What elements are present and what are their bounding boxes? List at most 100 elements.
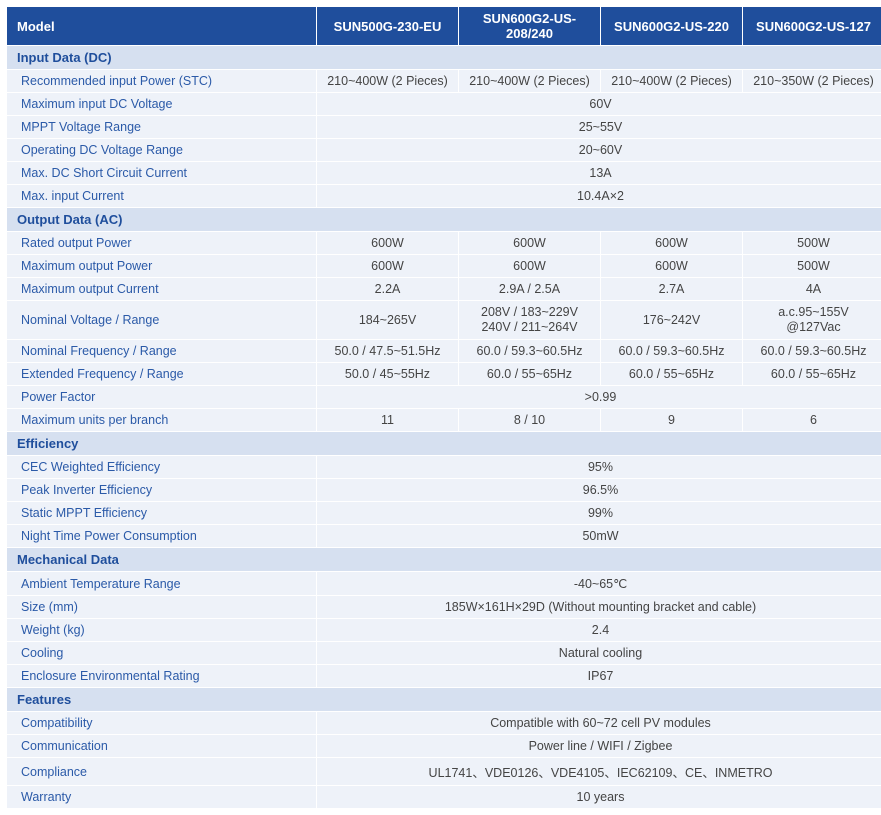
val-2: 210~400W (2 Pieces) — [459, 70, 601, 93]
row-cec-eff: CEC Weighted Efficiency 95% — [7, 456, 881, 479]
section-input: Input Data (DC) — [7, 46, 881, 70]
val-3: 210~400W (2 Pieces) — [601, 70, 743, 93]
val-2: 2.9A / 2.5A — [459, 278, 601, 301]
val-4: 4A — [743, 278, 881, 301]
val-4: 210~350W (2 Pieces) — [743, 70, 881, 93]
row-nom-voltage: Nominal Voltage / Range 184~265V 208V / … — [7, 301, 881, 340]
val-1: 210~400W (2 Pieces) — [317, 70, 459, 93]
val-2: 60.0 / 59.3~60.5Hz — [459, 340, 601, 363]
row-ambient-temp: Ambient Temperature Range -40~65℃ — [7, 572, 881, 596]
row-rec-input-power: Recommended input Power (STC) 210~400W (… — [7, 70, 881, 93]
section-efficiency: Efficiency — [7, 432, 881, 456]
merged-val: Compatible with 60~72 cell PV modules — [317, 712, 881, 735]
label: Nominal Voltage / Range — [7, 301, 317, 340]
val-3: 600W — [601, 232, 743, 255]
merged-val: 99% — [317, 502, 881, 525]
row-max-units: Maximum units per branch 11 8 / 10 9 6 — [7, 409, 881, 432]
val-1: 50.0 / 45~55Hz — [317, 363, 459, 386]
label: Maximum input DC Voltage — [7, 93, 317, 116]
label: Max. DC Short Circuit Current — [7, 162, 317, 185]
header-col-4: SUN600G2-US-127 — [743, 7, 881, 46]
label: Rated output Power — [7, 232, 317, 255]
label: Static MPPT Efficiency — [7, 502, 317, 525]
row-max-dc-short: Max. DC Short Circuit Current 13A — [7, 162, 881, 185]
val-3: 60.0 / 55~65Hz — [601, 363, 743, 386]
label: Maximum output Current — [7, 278, 317, 301]
val-3: 60.0 / 59.3~60.5Hz — [601, 340, 743, 363]
row-cooling: Cooling Natural cooling — [7, 642, 881, 665]
val-4: 500W — [743, 255, 881, 278]
val-4: 6 — [743, 409, 881, 432]
header-row: Model SUN500G-230-EU SUN600G2-US-208/240… — [7, 7, 881, 46]
row-compliance: Compliance UL1741、VDE0126、VDE4105、IEC621… — [7, 758, 881, 786]
merged-val: 25~55V — [317, 116, 881, 139]
merged-val: -40~65℃ — [317, 572, 881, 596]
row-nom-freq: Nominal Frequency / Range 50.0 / 47.5~51… — [7, 340, 881, 363]
section-output: Output Data (AC) — [7, 208, 881, 232]
label: Power Factor — [7, 386, 317, 409]
val-2: 8 / 10 — [459, 409, 601, 432]
val-2: 60.0 / 55~65Hz — [459, 363, 601, 386]
merged-val: Natural cooling — [317, 642, 881, 665]
label: Recommended input Power (STC) — [7, 70, 317, 93]
label: Enclosure Environmental Rating — [7, 665, 317, 688]
label: Maximum output Power — [7, 255, 317, 278]
label: Operating DC Voltage Range — [7, 139, 317, 162]
row-max-out-power: Maximum output Power 600W 600W 600W 500W — [7, 255, 881, 278]
merged-val: >0.99 — [317, 386, 881, 409]
label: Ambient Temperature Range — [7, 572, 317, 596]
val-1: 50.0 / 47.5~51.5Hz — [317, 340, 459, 363]
row-rated-out-power: Rated output Power 600W 600W 600W 500W — [7, 232, 881, 255]
header-col-2: SUN600G2-US-208/240 — [459, 7, 601, 46]
row-size: Size (mm) 185W×161H×29D (Without mountin… — [7, 596, 881, 619]
row-static-mppt: Static MPPT Efficiency 99% — [7, 502, 881, 525]
row-night-power: Night Time Power Consumption 50mW — [7, 525, 881, 548]
row-compat: Compatibility Compatible with 60~72 cell… — [7, 712, 881, 735]
row-weight: Weight (kg) 2.4 — [7, 619, 881, 642]
val-3: 9 — [601, 409, 743, 432]
row-power-factor: Power Factor >0.99 — [7, 386, 881, 409]
label: Communication — [7, 735, 317, 758]
val-1: 600W — [317, 232, 459, 255]
val-2: 600W — [459, 232, 601, 255]
label: Peak Inverter Efficiency — [7, 479, 317, 502]
header-model: Model — [7, 7, 317, 46]
val-1: 2.2A — [317, 278, 459, 301]
row-warranty: Warranty 10 years — [7, 786, 881, 809]
label: Weight (kg) — [7, 619, 317, 642]
merged-val: 60V — [317, 93, 881, 116]
val-4: a.c.95~155V@127Vac — [743, 301, 881, 340]
label: Night Time Power Consumption — [7, 525, 317, 548]
row-enclosure: Enclosure Environmental Rating IP67 — [7, 665, 881, 688]
spec-table: Model SUN500G-230-EU SUN600G2-US-208/240… — [6, 6, 881, 809]
section-output-label: Output Data (AC) — [7, 208, 881, 232]
val-3: 2.7A — [601, 278, 743, 301]
merged-val: 95% — [317, 456, 881, 479]
row-ext-freq: Extended Frequency / Range 50.0 / 45~55H… — [7, 363, 881, 386]
merged-val: 10.4A×2 — [317, 185, 881, 208]
val-2: 208V / 183~229V240V / 211~264V — [459, 301, 601, 340]
section-feat-label: Features — [7, 688, 881, 712]
merged-val: 2.4 — [317, 619, 881, 642]
val-1: 184~265V — [317, 301, 459, 340]
header-col-3: SUN600G2-US-220 — [601, 7, 743, 46]
row-op-dc-range: Operating DC Voltage Range 20~60V — [7, 139, 881, 162]
label: Cooling — [7, 642, 317, 665]
label: Compliance — [7, 758, 317, 786]
val-4: 60.0 / 59.3~60.5Hz — [743, 340, 881, 363]
label: Nominal Frequency / Range — [7, 340, 317, 363]
label: Extended Frequency / Range — [7, 363, 317, 386]
merged-val: 50mW — [317, 525, 881, 548]
merged-val: UL1741、VDE0126、VDE4105、IEC62109、CE、INMET… — [317, 758, 881, 786]
label: Compatibility — [7, 712, 317, 735]
row-max-out-current: Maximum output Current 2.2A 2.9A / 2.5A … — [7, 278, 881, 301]
merged-val: 13A — [317, 162, 881, 185]
section-eff-label: Efficiency — [7, 432, 881, 456]
label: Warranty — [7, 786, 317, 809]
merged-val: 185W×161H×29D (Without mounting bracket … — [317, 596, 881, 619]
section-mech-label: Mechanical Data — [7, 548, 881, 572]
merged-val: Power line / WIFI / Zigbee — [317, 735, 881, 758]
row-peak-eff: Peak Inverter Efficiency 96.5% — [7, 479, 881, 502]
merged-val: 20~60V — [317, 139, 881, 162]
merged-val: 96.5% — [317, 479, 881, 502]
